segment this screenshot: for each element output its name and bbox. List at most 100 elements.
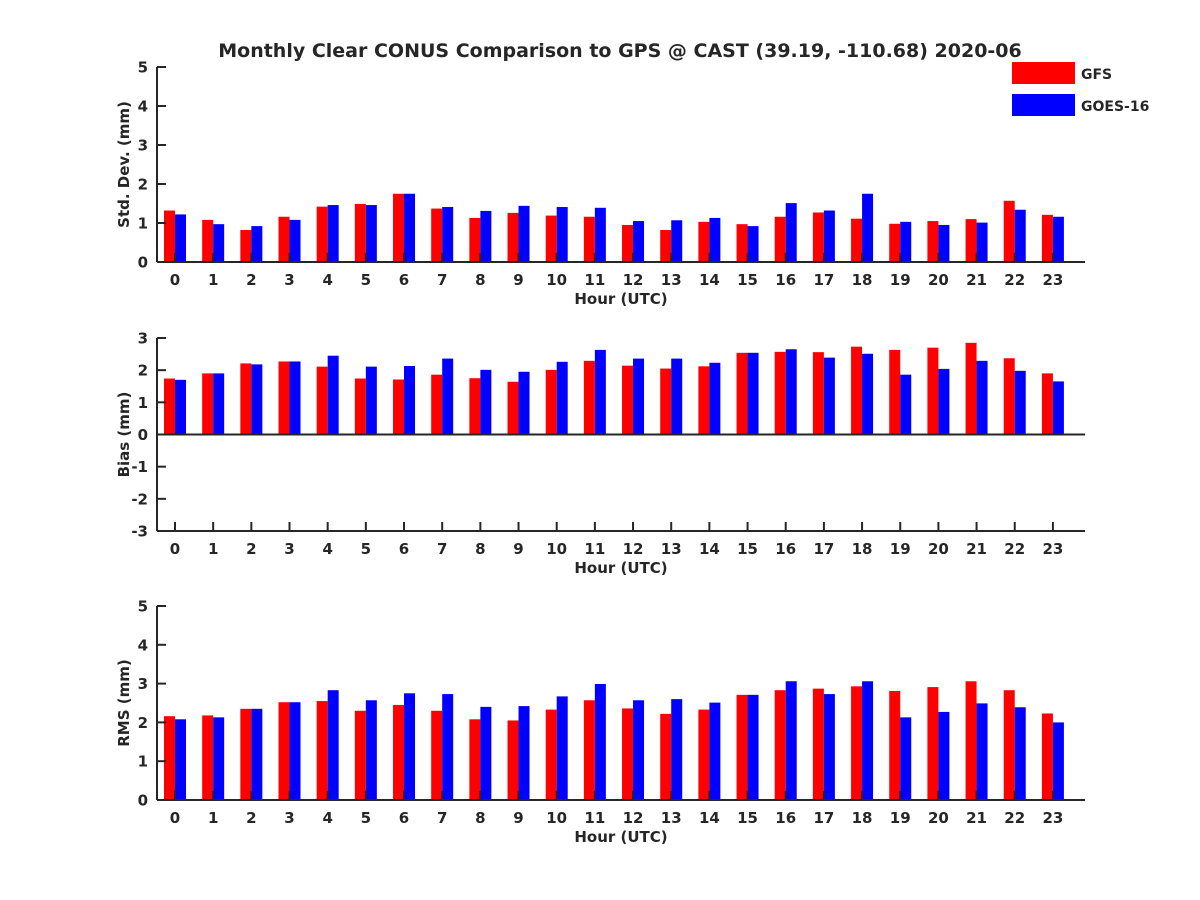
bar-goes-16-hour-17 [823,357,835,435]
bar-gfs-hour-14 [698,366,710,435]
bar-gfs-hour-15 [736,352,748,435]
bar-goes-16-hour-1 [213,224,225,262]
std-dev-y-tick-label: 0 [138,254,148,272]
std-dev-x-tick-label: 7 [437,271,447,289]
bar-goes-16-hour-19 [900,717,912,800]
bar-gfs-hour-3 [278,216,290,262]
bar-goes-16-hour-14 [709,702,721,800]
std-dev-x-tick-label: 1 [208,271,218,289]
legend-swatch-gfs [1012,62,1075,84]
std-dev-x-axis-label: Hour (UTC) [574,290,667,308]
bar-goes-16-hour-21 [976,222,988,262]
bar-goes-16-hour-20 [938,224,950,262]
bar-gfs-hour-9 [507,381,519,435]
std-dev-x-tick-label: 3 [284,271,294,289]
rms-x-tick-label: 6 [399,809,409,827]
bar-goes-16-hour-2 [251,226,263,262]
bar-goes-16-hour-8 [480,369,492,435]
bar-goes-16-hour-22 [1014,209,1026,262]
bar-goes-16-hour-11 [594,683,606,800]
bar-gfs-hour-6 [393,193,405,262]
bar-goes-16-hour-20 [938,711,950,800]
bar-gfs-hour-5 [354,710,366,800]
bar-goes-16-hour-12 [633,221,645,262]
rms-x-tick-label: 21 [966,809,987,827]
bias-y-tick-label: 3 [138,330,148,348]
bar-goes-16-hour-10 [556,696,568,800]
bar-gfs-hour-17 [812,688,824,800]
std-dev-x-tick-label: 5 [361,271,371,289]
bar-goes-16-hour-5 [365,205,377,262]
bar-goes-16-hour-16 [785,349,797,435]
std-dev-y-tick-label: 3 [138,137,148,155]
rms-x-tick-label: 15 [737,809,758,827]
bar-gfs-hour-19 [889,223,901,262]
bar-goes-16-hour-6 [404,193,416,262]
bias-x-tick-label: 4 [322,540,332,558]
bias-x-tick-label: 15 [737,540,758,558]
bar-goes-16-hour-15 [747,226,759,262]
std-dev-y-tick-label: 1 [138,215,148,233]
rms-x-tick-label: 17 [813,809,834,827]
rms-x-tick-label: 14 [699,809,720,827]
bar-goes-16-hour-8 [480,210,492,262]
bias-x-tick-label: 21 [966,540,987,558]
bar-gfs-hour-21 [965,219,977,262]
bar-goes-16-hour-6 [404,365,416,435]
bar-goes-16-hour-23 [1052,381,1064,435]
bias-x-tick-label: 9 [513,540,523,558]
rms-x-tick-label: 8 [475,809,485,827]
rms-y-tick-label: 3 [138,675,148,693]
std-dev-x-tick-label: 14 [699,271,720,289]
bar-goes-16-hour-21 [976,360,988,435]
rms-y-axis-label: RMS (mm) [115,659,133,746]
rms-y-tick-label: 0 [138,792,148,810]
bar-gfs-hour-11 [583,360,595,435]
bar-gfs-hour-0 [164,716,175,800]
std-dev-x-tick-label: 11 [584,271,605,289]
bar-goes-16-hour-9 [518,706,530,800]
bar-gfs-hour-1 [202,219,214,262]
bar-gfs-hour-5 [354,203,366,262]
bar-gfs-hour-9 [507,212,519,262]
bar-gfs-hour-12 [622,224,634,262]
bar-gfs-hour-8 [469,719,481,800]
bar-goes-16-hour-16 [785,203,797,262]
bias-x-tick-label: 11 [584,540,605,558]
rms-x-tick-label: 3 [284,809,294,827]
std-dev-y-tick-label: 2 [138,176,148,194]
bias-x-tick-label: 6 [399,540,409,558]
bar-gfs-hour-16 [774,351,786,435]
bar-gfs-hour-22 [1003,358,1015,435]
bias-x-tick-label: 20 [928,540,949,558]
std-dev-x-tick-label: 22 [1004,271,1025,289]
rms-x-tick-label: 19 [890,809,911,827]
bar-gfs-hour-12 [622,365,634,435]
bar-gfs-hour-18 [851,686,863,800]
bar-goes-16-hour-18 [862,193,874,262]
std-dev-x-tick-label: 13 [661,271,682,289]
bar-goes-16-hour-22 [1014,370,1026,435]
bar-goes-16-hour-3 [289,361,301,435]
std-dev-y-axis-label: Std. Dev. (mm) [115,101,133,228]
bar-gfs-hour-11 [583,216,595,262]
bar-goes-16-hour-2 [251,364,263,435]
bar-goes-16-hour-9 [518,205,530,262]
bar-goes-16-hour-4 [327,690,339,800]
bar-gfs-hour-0 [164,378,175,435]
bar-goes-16-hour-13 [671,699,683,800]
bar-gfs-hour-5 [354,378,366,435]
rms-x-tick-label: 2 [246,809,256,827]
bar-gfs-hour-13 [660,368,672,435]
bar-gfs-hour-18 [851,218,863,262]
rms-y-tick-label: 2 [138,714,148,732]
bar-gfs-hour-14 [698,709,710,800]
bar-goes-16-hour-15 [747,694,759,800]
rms-y-tick-label: 4 [138,636,148,654]
bar-gfs-hour-8 [469,378,481,435]
bar-goes-16-hour-0 [175,379,186,435]
bar-goes-16-hour-17 [823,694,835,800]
bar-gfs-hour-2 [240,230,252,262]
bar-gfs-hour-17 [812,212,824,262]
std-dev-y-tick-label: 4 [138,98,148,116]
